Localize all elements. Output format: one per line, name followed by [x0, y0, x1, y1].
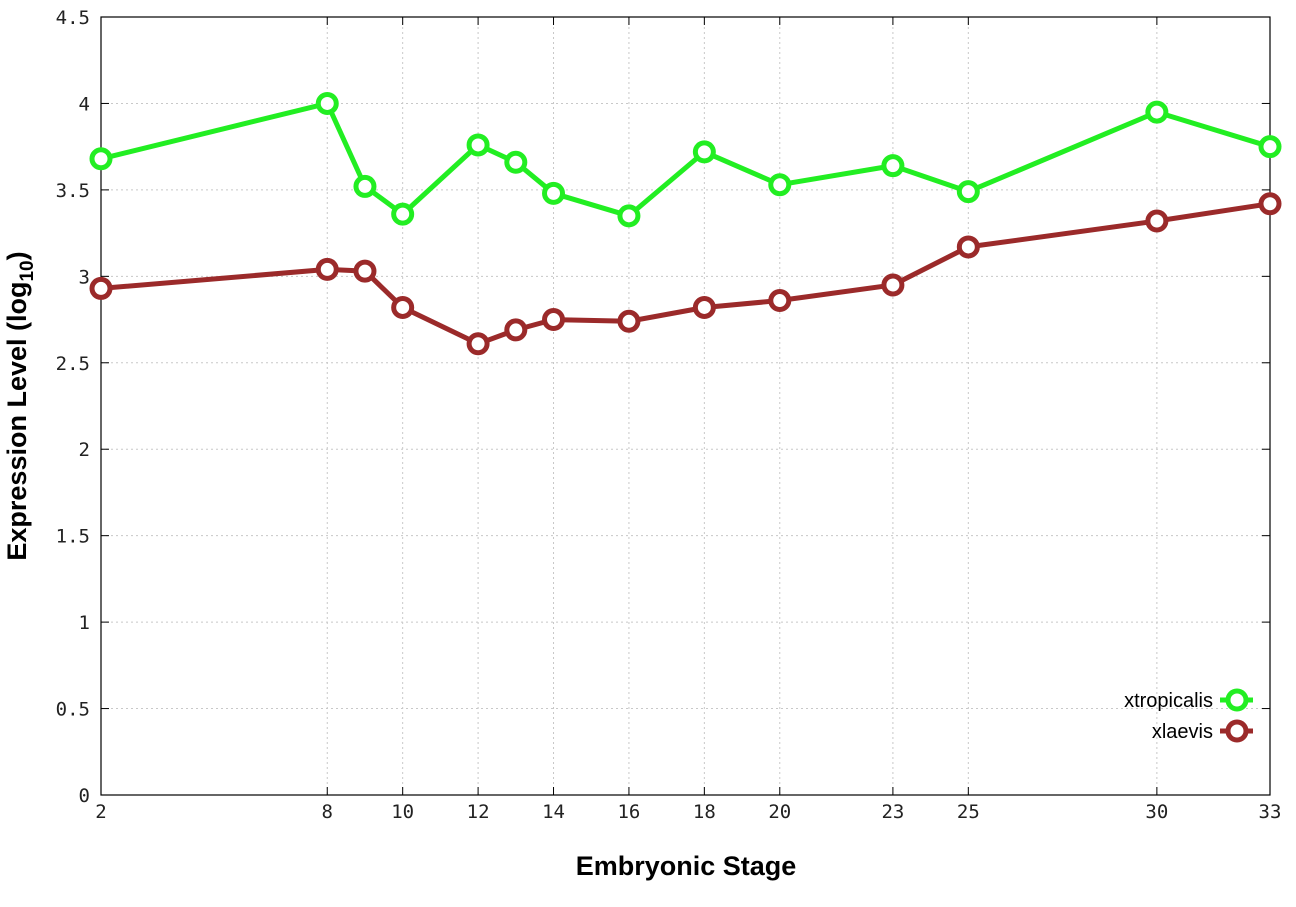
data-point-xtropicalis — [1258, 135, 1282, 159]
data-point-xtropicalis — [1145, 100, 1169, 124]
legend-marker-xtropicalis — [1225, 688, 1249, 712]
series-layer — [89, 91, 1282, 356]
data-point-xtropicalis — [956, 180, 980, 204]
y-tick-labels: 0 0.5 1 1.5 2 2.5 3 3.5 4 4.5 — [56, 7, 90, 807]
x-tick-label: 10 — [391, 801, 414, 823]
data-point-xlaevis — [692, 295, 716, 319]
data-point-xtropicalis — [504, 150, 528, 174]
y-tick-label: 3 — [79, 266, 90, 288]
x-tick-label: 20 — [768, 801, 791, 823]
data-point-xlaevis — [466, 332, 490, 356]
data-point-xlaevis — [1145, 209, 1169, 233]
data-point-xlaevis — [89, 276, 113, 300]
y-axis-title: Expression Level (log10) — [2, 251, 38, 560]
series-line-xlaevis — [100, 201, 1271, 347]
data-point-xtropicalis — [89, 147, 113, 171]
y-tick-label: 3.5 — [56, 180, 90, 202]
x-axis-title: Embryonic Stage — [576, 851, 797, 881]
data-point-xtropicalis — [881, 154, 905, 178]
data-point-xlaevis — [391, 295, 415, 319]
x-tick-label: 16 — [617, 801, 640, 823]
y-tick-label: 4 — [79, 93, 90, 115]
data-point-xtropicalis — [542, 181, 566, 205]
y-tick-label: 1 — [79, 612, 90, 634]
data-point-xtropicalis — [692, 140, 716, 164]
legend-label-xlaevis: xlaevis — [1152, 721, 1213, 743]
y-tick-label: 2 — [79, 439, 90, 461]
x-tick-label: 25 — [957, 801, 980, 823]
x-tick-label: 12 — [467, 801, 490, 823]
x-tick-label: 30 — [1145, 801, 1168, 823]
x-tick-label: 33 — [1259, 801, 1282, 823]
data-point-xtropicalis — [617, 204, 641, 228]
data-point-xlaevis — [768, 289, 792, 313]
x-tick-labels: 2 8 10 12 14 16 18 20 23 25 30 33 — [95, 801, 1281, 823]
series-line-xtropicalis — [100, 100, 1271, 219]
plot-frame — [100, 16, 1271, 796]
grid-layer — [101, 17, 1270, 795]
data-point-xtropicalis — [466, 133, 490, 157]
y-axis-title-subscript: 10 — [17, 260, 38, 281]
y-tick-label: 2.5 — [56, 353, 90, 375]
y-tick-label: 1.5 — [56, 526, 90, 548]
data-point-xlaevis — [504, 318, 528, 342]
y-tick-label: 0.5 — [56, 699, 90, 721]
data-point-xlaevis — [542, 308, 566, 332]
x-tick-label: 2 — [95, 801, 106, 823]
data-point-xlaevis — [617, 309, 641, 333]
y-axis-title-close: ) — [2, 251, 32, 260]
data-point-xlaevis — [315, 257, 339, 281]
y-tick-label: 0 — [79, 785, 90, 807]
legend: xtropicalis xlaevis — [1124, 688, 1253, 743]
data-point-xlaevis — [956, 235, 980, 259]
y-axis-title-main: Expression Level (log — [2, 282, 32, 561]
data-point-xtropicalis — [768, 173, 792, 197]
data-point-xtropicalis — [391, 202, 415, 226]
series-xlaevis — [89, 192, 1282, 356]
legend-marker-xlaevis — [1225, 719, 1249, 743]
data-point-xlaevis — [1258, 192, 1282, 216]
data-point-xlaevis — [353, 259, 377, 283]
y-tick-label: 4.5 — [56, 7, 90, 29]
x-tick-label: 23 — [881, 801, 904, 823]
data-point-xtropicalis — [315, 91, 339, 115]
x-tick-label: 8 — [322, 801, 333, 823]
legend-label-xtropicalis: xtropicalis — [1124, 690, 1213, 712]
x-tick-label: 18 — [693, 801, 716, 823]
series-xtropicalis — [89, 91, 1282, 228]
x-tick-label: 14 — [542, 801, 565, 823]
data-point-xlaevis — [881, 273, 905, 297]
tick-layer — [100, 16, 1271, 796]
data-point-xtropicalis — [353, 174, 377, 198]
